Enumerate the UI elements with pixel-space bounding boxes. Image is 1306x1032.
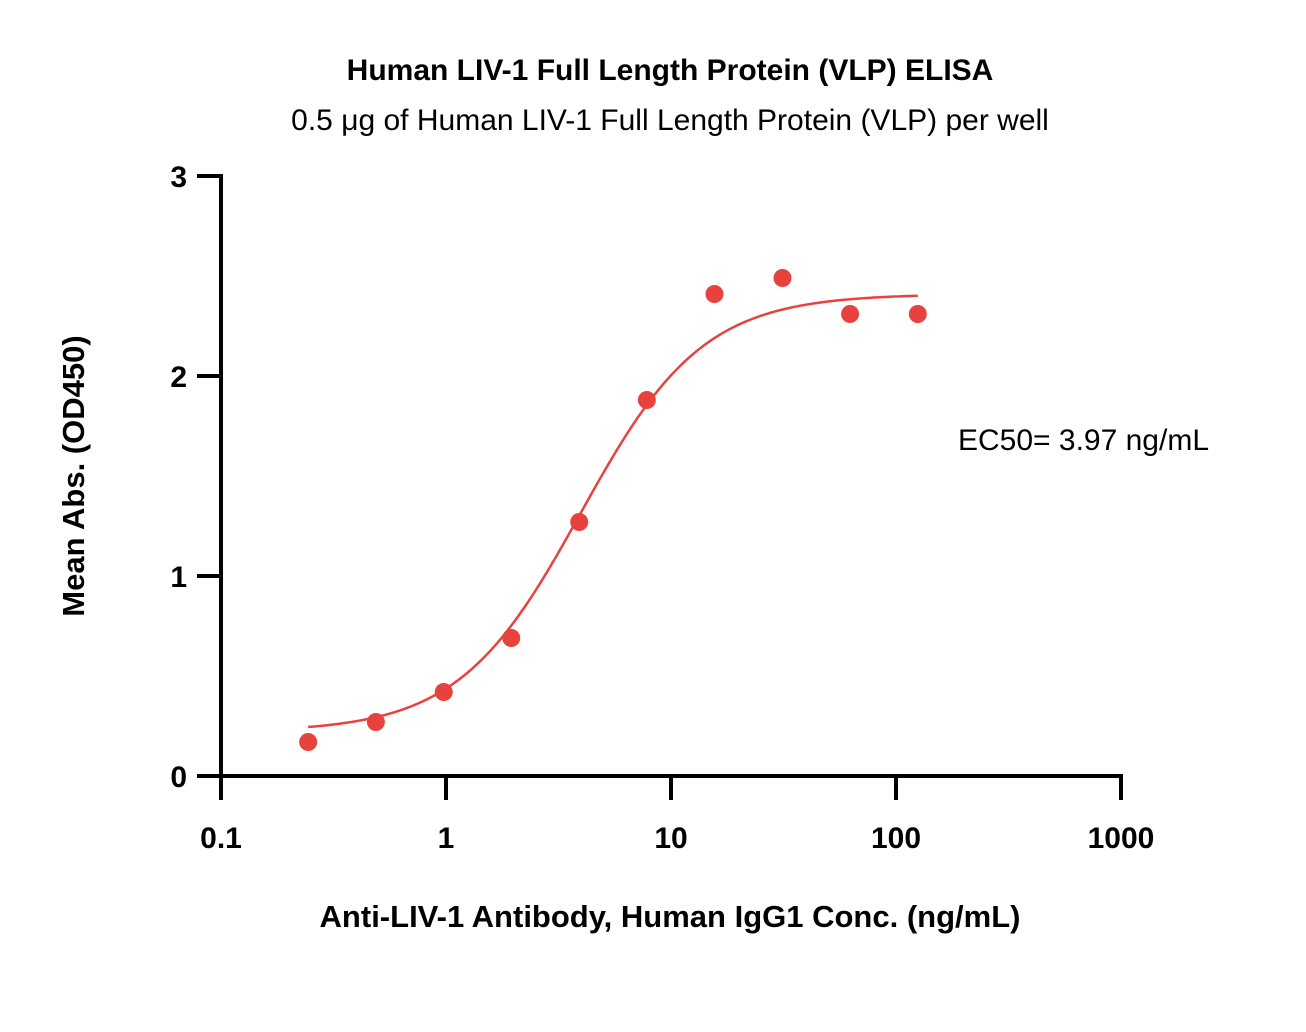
x-tick-label: 100 xyxy=(871,822,921,855)
data-point xyxy=(366,713,385,731)
x-tick-label: 10 xyxy=(654,822,687,855)
x-tick-label: 0.1 xyxy=(200,822,242,855)
x-axis-label: Anti-LIV-1 Antibody, Human IgG1 Conc. (n… xyxy=(320,899,1021,934)
data-point xyxy=(502,629,521,647)
data-point xyxy=(908,305,927,323)
x-tick-label: 1 xyxy=(438,822,455,855)
data-point xyxy=(773,269,792,287)
chart-subtitle: 0.5 μg of Human LIV-1 Full Length Protei… xyxy=(291,104,1049,137)
data-points xyxy=(299,269,927,751)
chart-title: Human LIV-1 Full Length Protein (VLP) EL… xyxy=(347,54,994,87)
y-tick-label: 3 xyxy=(170,161,187,194)
data-point xyxy=(299,733,318,751)
y-tick-label: 0 xyxy=(170,761,187,794)
fit-curve xyxy=(308,294,918,729)
data-point xyxy=(570,513,589,531)
ec50-annotation: EC50= 3.97 ng/mL xyxy=(958,424,1209,457)
y-tick-label: 2 xyxy=(170,361,187,394)
data-point xyxy=(841,305,860,323)
data-point xyxy=(705,285,724,303)
x-axis-ticks: 0.1 1 10 100 1000 xyxy=(200,776,1154,855)
data-point xyxy=(434,683,453,701)
x-tick-label: 1000 xyxy=(1088,822,1155,855)
y-tick-label: 1 xyxy=(170,561,187,594)
y-axis-label: Mean Abs. (OD450) xyxy=(56,335,91,616)
y-axis-ticks: 0 1 2 3 xyxy=(170,161,221,794)
data-point xyxy=(637,391,656,409)
axes xyxy=(219,174,1123,778)
